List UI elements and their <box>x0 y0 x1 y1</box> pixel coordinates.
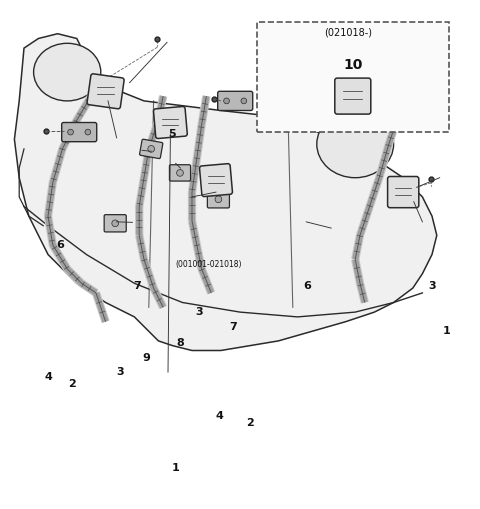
FancyBboxPatch shape <box>140 139 163 159</box>
Circle shape <box>148 146 155 152</box>
Circle shape <box>224 98 229 104</box>
Text: (021018-): (021018-) <box>324 27 372 37</box>
FancyBboxPatch shape <box>388 177 419 208</box>
FancyBboxPatch shape <box>104 215 126 232</box>
Text: (001001-021018): (001001-021018) <box>176 260 242 269</box>
FancyBboxPatch shape <box>169 165 191 181</box>
Ellipse shape <box>317 110 394 178</box>
Text: 7: 7 <box>229 322 237 331</box>
Text: 2: 2 <box>68 379 76 389</box>
Text: 1: 1 <box>171 463 179 473</box>
Text: 6: 6 <box>303 280 311 291</box>
FancyBboxPatch shape <box>218 91 252 110</box>
Text: 2: 2 <box>246 417 253 428</box>
Bar <box>257 22 449 132</box>
Text: 9: 9 <box>143 353 150 363</box>
FancyBboxPatch shape <box>200 164 232 196</box>
Circle shape <box>215 196 222 203</box>
FancyBboxPatch shape <box>61 123 96 142</box>
Text: 5: 5 <box>168 129 176 138</box>
Text: 3: 3 <box>195 307 203 317</box>
Text: 1: 1 <box>443 326 450 336</box>
Text: 4: 4 <box>44 372 52 382</box>
FancyBboxPatch shape <box>207 191 229 208</box>
Circle shape <box>241 98 247 104</box>
FancyBboxPatch shape <box>87 74 124 109</box>
Text: 6: 6 <box>56 240 64 250</box>
Text: 3: 3 <box>428 280 436 291</box>
Text: 10: 10 <box>343 58 362 72</box>
FancyBboxPatch shape <box>335 78 371 114</box>
Text: 3: 3 <box>116 367 124 377</box>
Ellipse shape <box>34 43 101 101</box>
Polygon shape <box>14 34 437 351</box>
Text: 4: 4 <box>216 411 224 421</box>
FancyBboxPatch shape <box>154 106 187 138</box>
Circle shape <box>85 129 91 135</box>
Circle shape <box>68 129 73 135</box>
Text: 7: 7 <box>133 280 141 291</box>
Text: 8: 8 <box>176 338 184 348</box>
Circle shape <box>112 220 119 227</box>
Circle shape <box>177 169 183 176</box>
